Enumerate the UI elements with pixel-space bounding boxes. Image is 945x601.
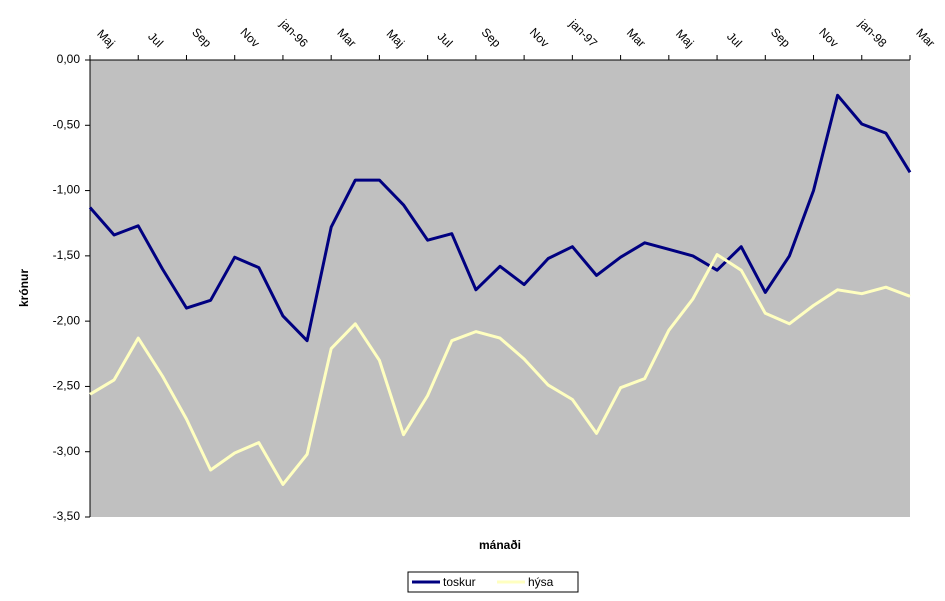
series-line: [88, 93, 912, 343]
legend: toskur hýsa: [407, 571, 579, 593]
x-tick-label: Maj: [673, 27, 697, 51]
x-tick-label: Maj: [384, 27, 408, 51]
x-tick-label: Jul: [145, 29, 166, 50]
y-tick-label: -3,00: [53, 444, 81, 458]
x-tick-label: Sep: [768, 25, 793, 50]
y-tick-label: -3,50: [53, 509, 81, 523]
y-tick-label: -1,50: [53, 248, 81, 262]
x-axis-label: mánaði: [479, 538, 521, 552]
y-axis-label: krónur: [17, 269, 31, 307]
x-tick-label: Nov: [527, 25, 552, 50]
x-tick-label: Mar: [624, 26, 649, 51]
y-tick-label: -0,50: [53, 117, 81, 131]
y-tick-label: -1,00: [53, 183, 81, 197]
x-tick-label: Nov: [237, 25, 262, 50]
y-tick-label: -2,50: [53, 379, 81, 393]
legend-box: [407, 571, 579, 593]
y-tick-label: 0,00: [57, 52, 81, 66]
x-tick-label: Mar: [913, 26, 938, 51]
x-tick-label: Mar: [334, 26, 359, 51]
x-tick-label: jan-96: [277, 16, 311, 50]
plot-area: [90, 60, 910, 517]
x-tick-label: jan-97: [566, 16, 600, 50]
y-tick-label: -2,00: [53, 313, 81, 327]
series-line: [89, 253, 911, 486]
x-tick-label: Jul: [724, 29, 745, 50]
x-tick-label: Sep: [189, 25, 214, 50]
x-tick-label: Nov: [816, 25, 841, 50]
x-tick-label: Maj: [94, 27, 118, 51]
legend-label: hýsa: [528, 575, 554, 589]
x-tick-label: Jul: [435, 29, 456, 50]
x-tick-label: Sep: [479, 25, 504, 50]
legend-label: toskur: [443, 575, 476, 589]
x-tick-label: jan-98: [855, 16, 889, 50]
